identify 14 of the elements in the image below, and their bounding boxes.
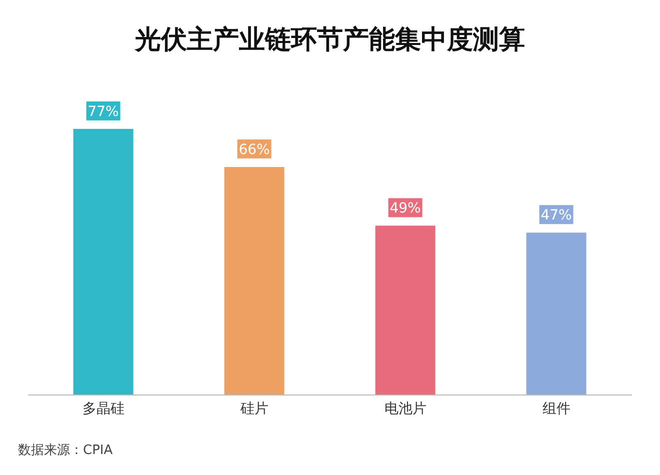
bar [375, 226, 436, 395]
chart-title: 光伏主产业链环节产能集中度测算 [133, 24, 526, 57]
data-label: 77% [88, 104, 119, 120]
bar [224, 166, 284, 395]
bar [526, 232, 586, 395]
data-label: 47% [540, 208, 572, 224]
x-tick-label: 电池片 [384, 400, 426, 417]
source-note: 数据来源：CPIA [18, 442, 113, 459]
data-label: 49% [390, 200, 421, 217]
data-label: 66% [238, 142, 270, 158]
x-tick-label: 硅片 [240, 400, 268, 417]
bar [73, 128, 134, 395]
x-tick-label: 组件 [542, 400, 570, 417]
x-tick-label: 多晶硅 [82, 400, 124, 417]
